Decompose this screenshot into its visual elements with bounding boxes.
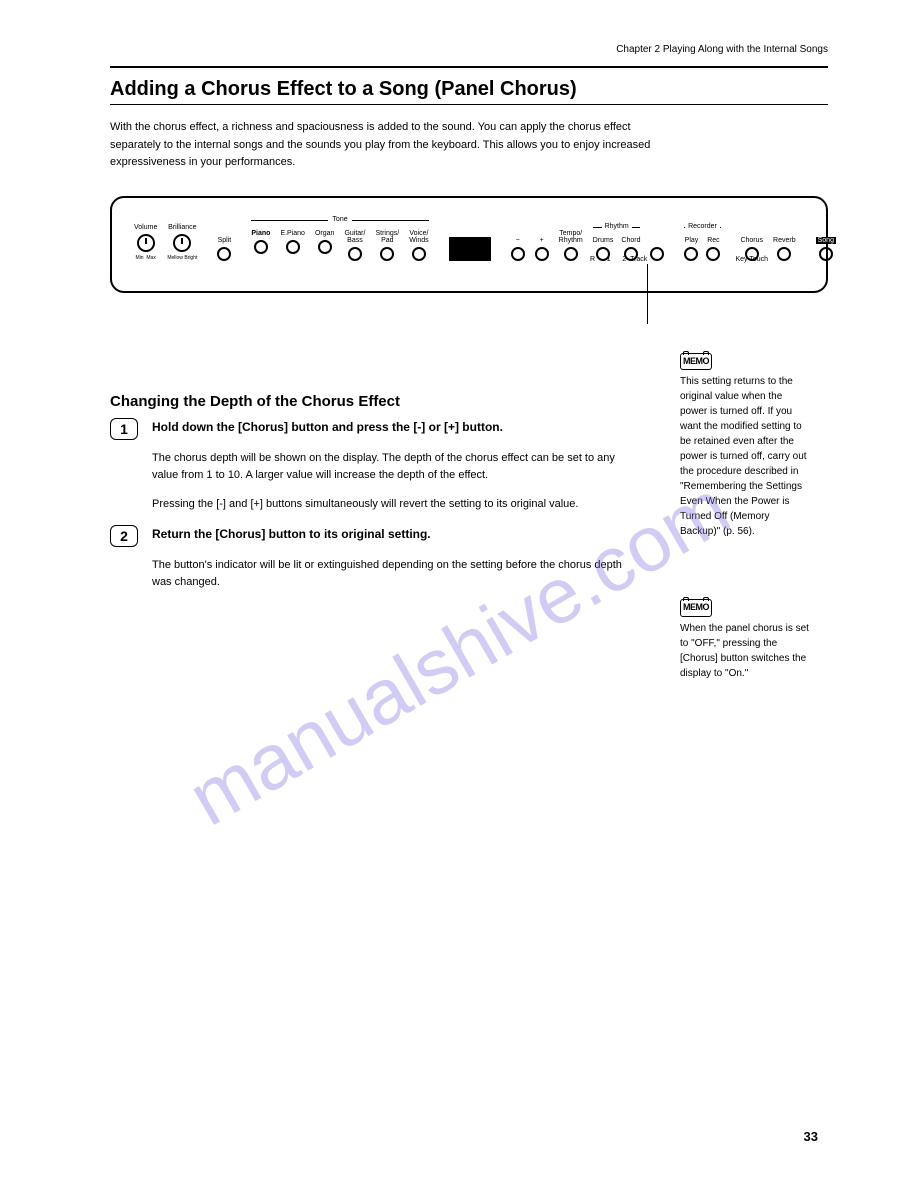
section-title: Adding a Chorus Effect to a Song (Panel … <box>110 78 828 105</box>
memo-1-text: This setting returns to the original val… <box>680 374 810 539</box>
recorder-group-label: Recorder <box>688 223 717 230</box>
step-number: 1 <box>110 418 138 440</box>
intro-paragraph: With the chorus effect, a richness and s… <box>110 119 670 172</box>
volume-label: Volume <box>134 224 157 231</box>
plus-button-icon <box>535 247 549 261</box>
step-row: 1 Hold down the [Chorus] button and pres… <box>110 418 640 440</box>
step-row: 2 Return the [Chorus] button to its orig… <box>110 525 640 547</box>
top-rule <box>110 66 828 68</box>
memo-icon: MEMO <box>680 599 712 617</box>
minus-label: − <box>516 237 520 244</box>
chapter-heading: Chapter 2 Playing Along with the Interna… <box>616 44 828 55</box>
track-labels: R 1 2 Track <box>590 256 647 263</box>
tone-group-label: Tone <box>332 216 347 223</box>
split-label: Split <box>218 237 232 244</box>
step-1-detail-2: Pressing the [-] and [+] buttons simulta… <box>152 496 640 513</box>
step-1-text: Hold down the [Chorus] button and press … <box>152 418 503 440</box>
step-2-detail: The button's indicator will be lit or ex… <box>152 557 640 591</box>
tone-label: Piano <box>251 230 270 237</box>
control-panel-diagram: VolumeMin Max BrillianceMellow Bright Sp… <box>110 196 828 293</box>
memo-block-2: MEMO When the panel chorus is set to "OF… <box>680 599 810 681</box>
tempo-button-icon <box>564 247 578 261</box>
subheading: Changing the Depth of the Chorus Effect <box>110 393 640 410</box>
memo-icon: MEMO <box>680 353 712 371</box>
volume-knob-icon <box>137 234 155 252</box>
minus-button-icon <box>511 247 525 261</box>
tone-button-icon <box>254 240 268 254</box>
plus-label: + <box>540 237 544 244</box>
brilliance-label: Brilliance <box>168 224 196 231</box>
brilliance-knob-icon <box>173 234 191 252</box>
page-number: 33 <box>804 1129 818 1144</box>
chorus-label: Chorus <box>740 237 763 244</box>
step-2-text: Return the [Chorus] button to its origin… <box>152 525 431 547</box>
rhythm-group-label: Rhythm <box>605 223 629 230</box>
display-icon <box>449 237 491 261</box>
step-1-detail: The chorus depth will be shown on the di… <box>152 450 640 484</box>
split-button-icon <box>217 247 231 261</box>
keytouch-label: Key Touch <box>735 256 768 263</box>
metronome-button-icon <box>650 247 664 261</box>
memo-block-1: MEMO This setting returns to the origina… <box>680 353 810 540</box>
pointer-line <box>647 264 648 324</box>
memo-2-text: When the panel chorus is set to "OFF," p… <box>680 621 810 681</box>
step-number: 2 <box>110 525 138 547</box>
song-label: Song <box>816 237 836 244</box>
